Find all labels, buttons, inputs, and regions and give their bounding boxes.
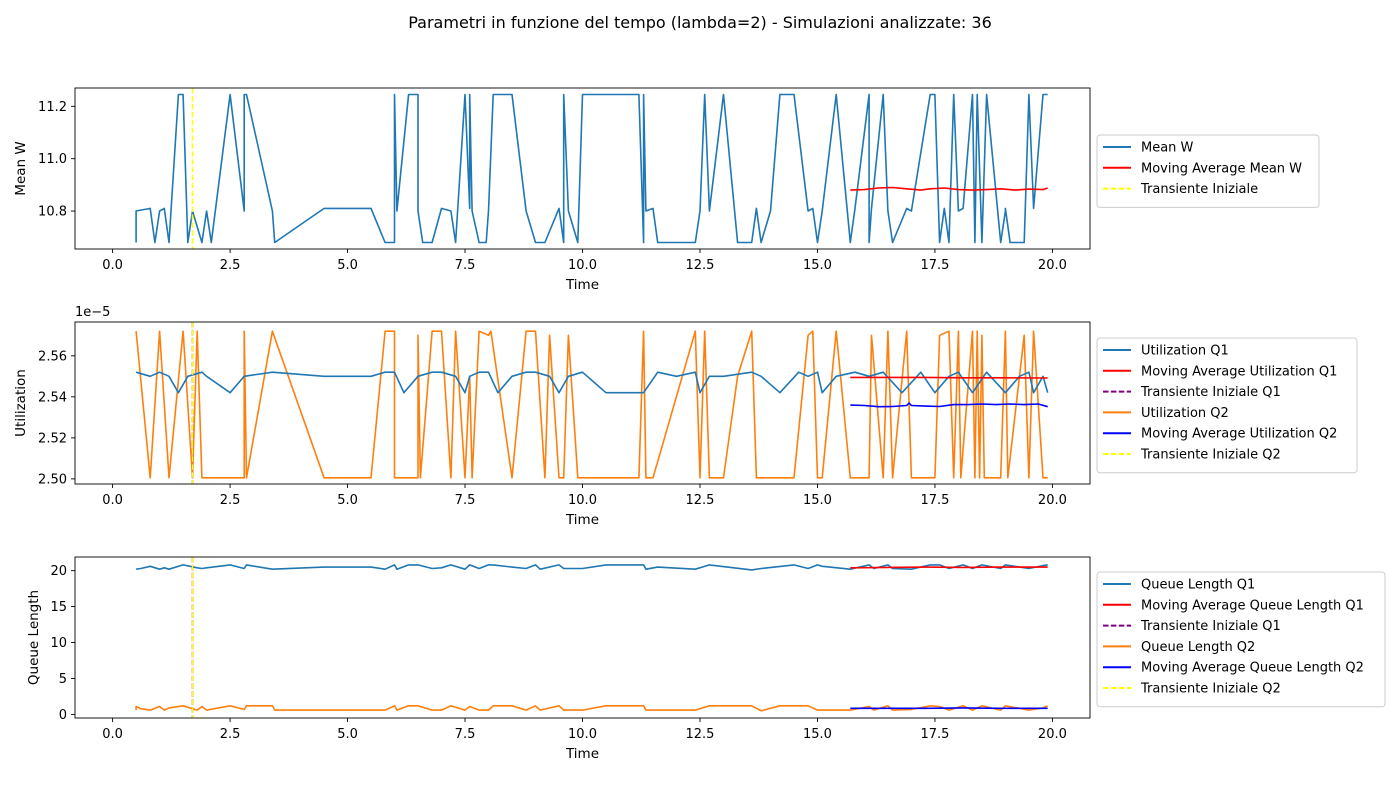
chart-2-legend-label: Moving Average Utilization Q2 [1141, 427, 1337, 442]
chart-3-ylabel: Queue Length [26, 590, 42, 685]
chart-2-legend-label: Utilization Q2 [1141, 406, 1229, 421]
chart-2-legend-box [1096, 337, 1358, 474]
chart-3-xlabel: Time [565, 746, 599, 762]
chart-1-xtick-label: 2.5 [220, 258, 241, 273]
chart-3-ytick-label: 0 [59, 708, 67, 723]
chart-3-ytick-label: 20 [50, 564, 67, 579]
chart-1-legend: Mean W Moving Average Mean W Transiente In… [1096, 134, 1320, 208]
chart-3-legend-label: Moving Average Queue Length Q1 [1141, 598, 1364, 613]
chart-3-series-2 [135, 704, 1049, 712]
chart-1-legend-box [1096, 134, 1320, 208]
chart-3-xtick-label: 5.0 [337, 727, 358, 742]
chart-3-legend-label: Moving Average Queue Length Q2 [1141, 661, 1364, 676]
chart-3-xtick-label: 15.0 [803, 727, 832, 742]
chart-2-xtick-label: 20.0 [1038, 493, 1067, 508]
chart-1-series-2 [850, 186, 1048, 191]
chart-2-ylabel: Utilization [13, 369, 29, 437]
chart-1: 0.0 2.5 5.0 7.5 10.0 12.5 15.0 17.5 20.0 10.8 11.0… [13, 87, 1320, 293]
chart-1-ytick-label: 11.0 [38, 152, 67, 167]
chart-2-legend-label: Moving Average Utilization Q1 [1141, 364, 1337, 379]
chart-2: 0.0 2.5 5.0 7.5 10.0 12.5 15.0 17.5 20.0 2.50 2.52… [13, 305, 1358, 528]
chart-2-legend-label: Utilization Q1 [1141, 344, 1229, 359]
chart-2-series-4 [850, 402, 1048, 408]
chart-3-series-3 [850, 566, 1048, 569]
chart-1-xtick-label: 0.0 [102, 258, 123, 273]
chart-1-ytick-label: 11.2 [38, 100, 67, 115]
chart-1-series-1 [135, 93, 1048, 244]
chart-3-xtick-label: 17.5 [920, 727, 949, 742]
chart-2-xtick-label: 17.5 [920, 493, 949, 508]
chart-3-legend-box [1096, 571, 1386, 708]
chart-3-legend-label: Queue Length Q2 [1141, 640, 1255, 655]
chart-2-xtick-label: 12.5 [686, 493, 715, 508]
chart-3: 0.0 2.5 5.0 7.5 10.0 12.5 15.0 17.5 20.0 0 5 10 15 20… [26, 556, 1386, 762]
chart-1-legend-label: Transiente Iniziale [1140, 182, 1258, 197]
chart-3-ytick-label: 10 [50, 636, 67, 651]
chart-3-legend-label: Transiente Iniziale Q1 [1140, 619, 1281, 634]
chart-3-xtick-label: 0.0 [102, 727, 123, 742]
chart-3-ytick-label: 15 [50, 600, 67, 615]
chart-2-ytick-label: 2.54 [38, 390, 67, 405]
chart-3-legend-label: Queue Length Q1 [1141, 578, 1255, 593]
chart-2-xtick-label: 0.0 [102, 493, 123, 508]
chart-2-series-2 [135, 371, 1049, 394]
chart-3-legend: Queue Length Q1 Moving Average Queue Leng… [1096, 571, 1386, 708]
chart-1-xtick-label: 5.0 [337, 258, 358, 273]
chart-3-xtick-label: 7.5 [455, 727, 476, 742]
chart-2-xtick-label: 5.0 [337, 493, 358, 508]
chart-2-legend: Utilization Q1 Moving Average Utilization… [1096, 337, 1358, 474]
chart-3-legend-label: Transiente Iniziale Q2 [1140, 682, 1281, 697]
chart-3-xtick-label: 12.5 [686, 727, 715, 742]
chart-2-xtick-label: 2.5 [220, 493, 241, 508]
chart-1-xlabel: Time [565, 277, 599, 293]
chart-2-xtick-label: 7.5 [455, 493, 476, 508]
chart-2-legend-label: Transiente Iniziale Q1 [1140, 385, 1281, 400]
chart-1-xtick-label: 15.0 [803, 258, 832, 273]
chart-3-xtick-label: 2.5 [220, 727, 241, 742]
chart-2-offset-text: 1e−5 [75, 305, 110, 320]
chart-1-legend-label: Moving Average Mean W [1141, 161, 1302, 176]
chart-1-xtick-label: 12.5 [686, 258, 715, 273]
chart-2-xtick-label: 10.0 [568, 493, 597, 508]
chart-3-xtick-label: 20.0 [1038, 727, 1067, 742]
chart-1-legend-label: Mean W [1141, 141, 1194, 156]
chart-1-xtick-label: 10.0 [568, 258, 597, 273]
chart-2-legend-label: Transiente Iniziale Q2 [1140, 448, 1281, 463]
chart-2-ytick-label: 2.50 [38, 472, 67, 487]
chart-2-ytick-label: 2.56 [38, 349, 67, 364]
chart-1-xtick-label: 17.5 [920, 258, 949, 273]
chart-2-ytick-label: 2.52 [38, 431, 67, 446]
chart-2-xtick-label: 15.0 [803, 493, 832, 508]
chart-1-ylabel: Mean W [13, 141, 29, 195]
chart-1-xtick-label: 20.0 [1038, 258, 1067, 273]
chart-3-ytick-label: 5 [59, 672, 67, 687]
chart-1-xtick-label: 7.5 [455, 258, 476, 273]
chart-3-frame [74, 556, 1091, 719]
chart-2-xlabel: Time [565, 512, 599, 528]
figure-title: Parametri in funzione del tempo (lambda=… [408, 13, 992, 32]
chart-3-xtick-label: 10.0 [568, 727, 597, 742]
chart-2-series-3 [850, 376, 1048, 379]
chart-1-ytick-label: 10.8 [38, 205, 67, 220]
